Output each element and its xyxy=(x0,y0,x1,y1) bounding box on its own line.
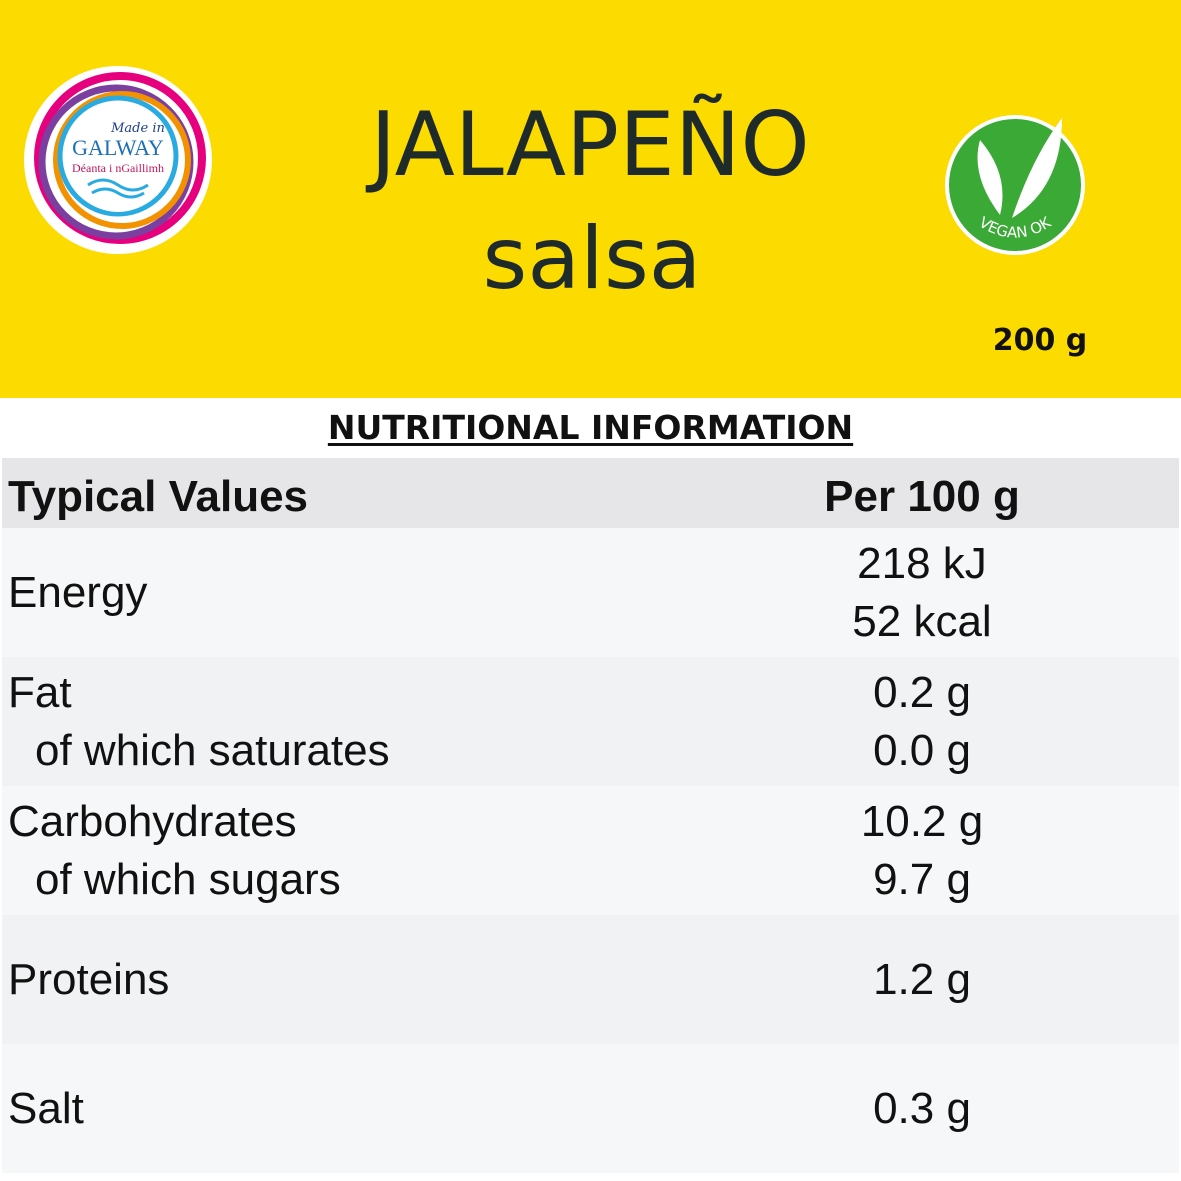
table-row: Energy 218 kJ 52 kcal xyxy=(2,528,1179,657)
section-title: NUTRITIONAL INFORMATION xyxy=(327,408,854,447)
row-label: Proteins xyxy=(8,954,170,1004)
label-cell: Energy xyxy=(8,528,147,657)
product-subtitle: salsa xyxy=(483,209,702,309)
product-title: JALAPEÑO xyxy=(365,93,810,196)
row-label: Energy xyxy=(8,567,148,617)
table-row: Fat of which saturates 0.2 g 0.0 g xyxy=(2,657,1179,786)
logo-top: Made in xyxy=(110,121,165,136)
galway-logo: Made in GALWAY Déanta i nGaillimh xyxy=(24,66,212,254)
row-value: 52 kcal xyxy=(852,596,992,646)
label-cell: Proteins xyxy=(8,915,169,1044)
row-label: Salt xyxy=(8,1083,84,1133)
logo-irish: Déanta i nGaillimh xyxy=(72,161,164,175)
table-row: Carbohydrates of which sugars 10.2 g 9.7 g xyxy=(2,786,1179,915)
row-value: 0.3 g xyxy=(873,1083,971,1133)
net-weight: 200 g xyxy=(993,323,1088,358)
vegan-badge: VEGAN OK xyxy=(945,115,1085,255)
row-value: 0.2 g xyxy=(873,667,971,717)
row-label: Fat xyxy=(8,667,72,717)
table-row: Proteins 1.2 g xyxy=(2,915,1179,1044)
column-header: Typical Values xyxy=(8,472,309,521)
value-cell: 10.2 g 9.7 g xyxy=(722,786,1122,915)
table-row: Salt 0.3 g xyxy=(2,1044,1179,1173)
sub-label: of which saturates xyxy=(35,725,390,775)
header: Made in GALWAY Déanta i nGaillimh JALAPE… xyxy=(0,0,1181,398)
nutrition-table: Typical Values Per 100 g Energy 218 kJ 52 … xyxy=(2,458,1179,1173)
table-header: Typical Values Per 100 g xyxy=(2,458,1179,528)
value-cell: 0.2 g 0.0 g xyxy=(722,657,1122,786)
value-cell: 218 kJ 52 kcal xyxy=(722,528,1122,657)
label-cell: Salt xyxy=(8,1044,84,1173)
row-value: 1.2 g xyxy=(873,954,971,1004)
value-cell: 1.2 g xyxy=(722,915,1122,1044)
sub-label: of which sugars xyxy=(35,854,341,904)
row-value: 218 kJ xyxy=(857,538,987,588)
logo-name: GALWAY xyxy=(72,135,164,160)
label-cell: Fat of which saturates xyxy=(8,657,390,786)
row-label: Carbohydrates xyxy=(8,796,297,846)
label-cell: Carbohydrates of which sugars xyxy=(8,786,341,915)
row-value: 0.0 g xyxy=(873,725,971,775)
column-header: Per 100 g xyxy=(824,472,1020,521)
row-value: 9.7 g xyxy=(873,854,971,904)
value-cell: 0.3 g xyxy=(722,1044,1122,1173)
row-value: 10.2 g xyxy=(860,796,984,846)
